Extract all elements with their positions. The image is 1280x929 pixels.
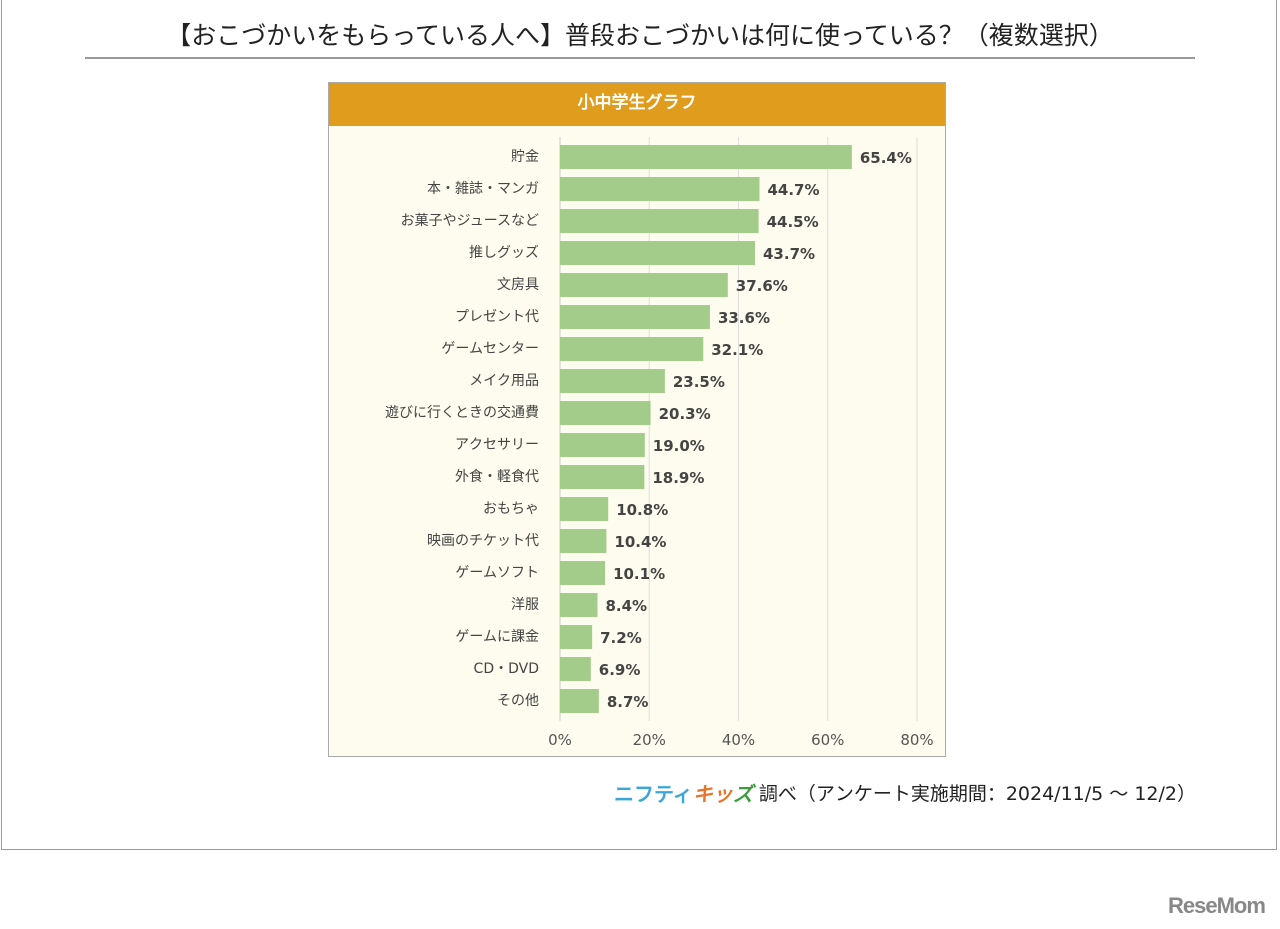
category-label: 洋服	[511, 597, 539, 613]
x-tick-label: 0%	[548, 731, 572, 749]
category-label: 外食・軽食代	[455, 468, 539, 485]
nifty-logo-part1: ニフティ	[614, 782, 693, 806]
bar	[560, 529, 607, 553]
category-label: メイク用品	[469, 373, 539, 389]
value-label: 23.5%	[673, 373, 725, 391]
page-title: 【おこづかいをもらっている人へ】普段おこづかいは何に使っている？（複数選択）	[166, 21, 1114, 50]
bar	[560, 273, 728, 297]
bar	[560, 145, 852, 169]
bar	[560, 561, 606, 585]
category-label: 推しグッズ	[469, 245, 539, 261]
value-label: 19.0%	[653, 437, 705, 455]
category-label: 文房具	[497, 277, 539, 293]
category-label: 本・雑誌・マンガ	[427, 181, 539, 197]
value-label: 32.1%	[711, 341, 763, 359]
bar	[560, 689, 599, 713]
bar	[560, 369, 665, 393]
value-label: 7.2%	[600, 629, 642, 647]
value-label: 33.6%	[718, 309, 770, 327]
value-label: 10.4%	[614, 533, 666, 551]
category-label: 映画のチケット代	[427, 533, 539, 549]
bar	[560, 241, 756, 265]
bar-chart: 0% 20% 40% 60% 80% 貯金 65.4% 本・雑誌・マンガ 44.7% お菓子やジュ…	[385, 137, 934, 749]
category-label: 貯金	[511, 149, 539, 165]
x-tick-label: 40%	[722, 731, 755, 749]
category-label: 遊びに行くときの交通費	[385, 404, 539, 421]
source-text: 調べ（アンケート実施期間：2024/11/5 ～ 12/2）	[758, 783, 1196, 805]
value-label: 37.6%	[736, 277, 788, 295]
bar	[560, 401, 651, 425]
value-label: 10.1%	[613, 565, 665, 583]
value-label: 20.3%	[659, 405, 711, 423]
bar	[560, 177, 760, 201]
category-label: ゲームセンター	[441, 341, 539, 357]
category-label: アクセサリー	[455, 437, 539, 453]
bar	[560, 337, 704, 361]
resemom-logo: ReseMom	[1168, 893, 1266, 918]
bar	[560, 209, 759, 233]
bar	[560, 593, 598, 617]
value-label: 44.7%	[767, 181, 819, 199]
category-label: CD・DVD	[474, 661, 539, 677]
bar	[560, 305, 710, 329]
category-label: その他	[497, 693, 539, 709]
nifty-logo-part2: キッ	[692, 782, 733, 806]
value-label: 18.9%	[652, 469, 704, 487]
chart-panel: 小中学生グラフ 0% 20% 40% 60% 80% 貯金 65.4% 本・雑誌・マンガ 44.…	[328, 82, 946, 757]
value-label: 65.4%	[860, 149, 912, 167]
category-label: ゲームに課金	[455, 629, 539, 645]
category-label: プレゼント代	[455, 309, 539, 325]
x-tick-label: 80%	[900, 731, 933, 749]
x-tick-label: 20%	[633, 731, 666, 749]
bar	[560, 465, 645, 489]
bar	[560, 497, 609, 521]
value-label: 6.9%	[599, 661, 641, 679]
category-label: ゲームソフト	[455, 565, 539, 581]
value-label: 8.7%	[607, 693, 649, 711]
value-label: 43.7%	[763, 245, 815, 263]
value-label: 44.5%	[767, 213, 819, 231]
value-label: 8.4%	[605, 597, 647, 615]
category-label: おもちゃ	[483, 501, 539, 517]
category-label: お菓子やジュースなど	[401, 213, 539, 229]
chart-title: 小中学生グラフ	[329, 83, 945, 126]
bar	[560, 657, 591, 681]
nifty-logo-part3: ズ	[732, 782, 753, 806]
bar	[560, 625, 593, 649]
x-tick-label: 60%	[811, 731, 844, 749]
source-note: ニフティ キッ ズ 調べ（アンケート実施期間：2024/11/5 ～ 12/2）	[614, 778, 1196, 807]
title-divider	[85, 57, 1195, 59]
value-label: 10.8%	[616, 501, 668, 519]
slide-frame	[1, 0, 1277, 850]
bar	[560, 433, 645, 457]
